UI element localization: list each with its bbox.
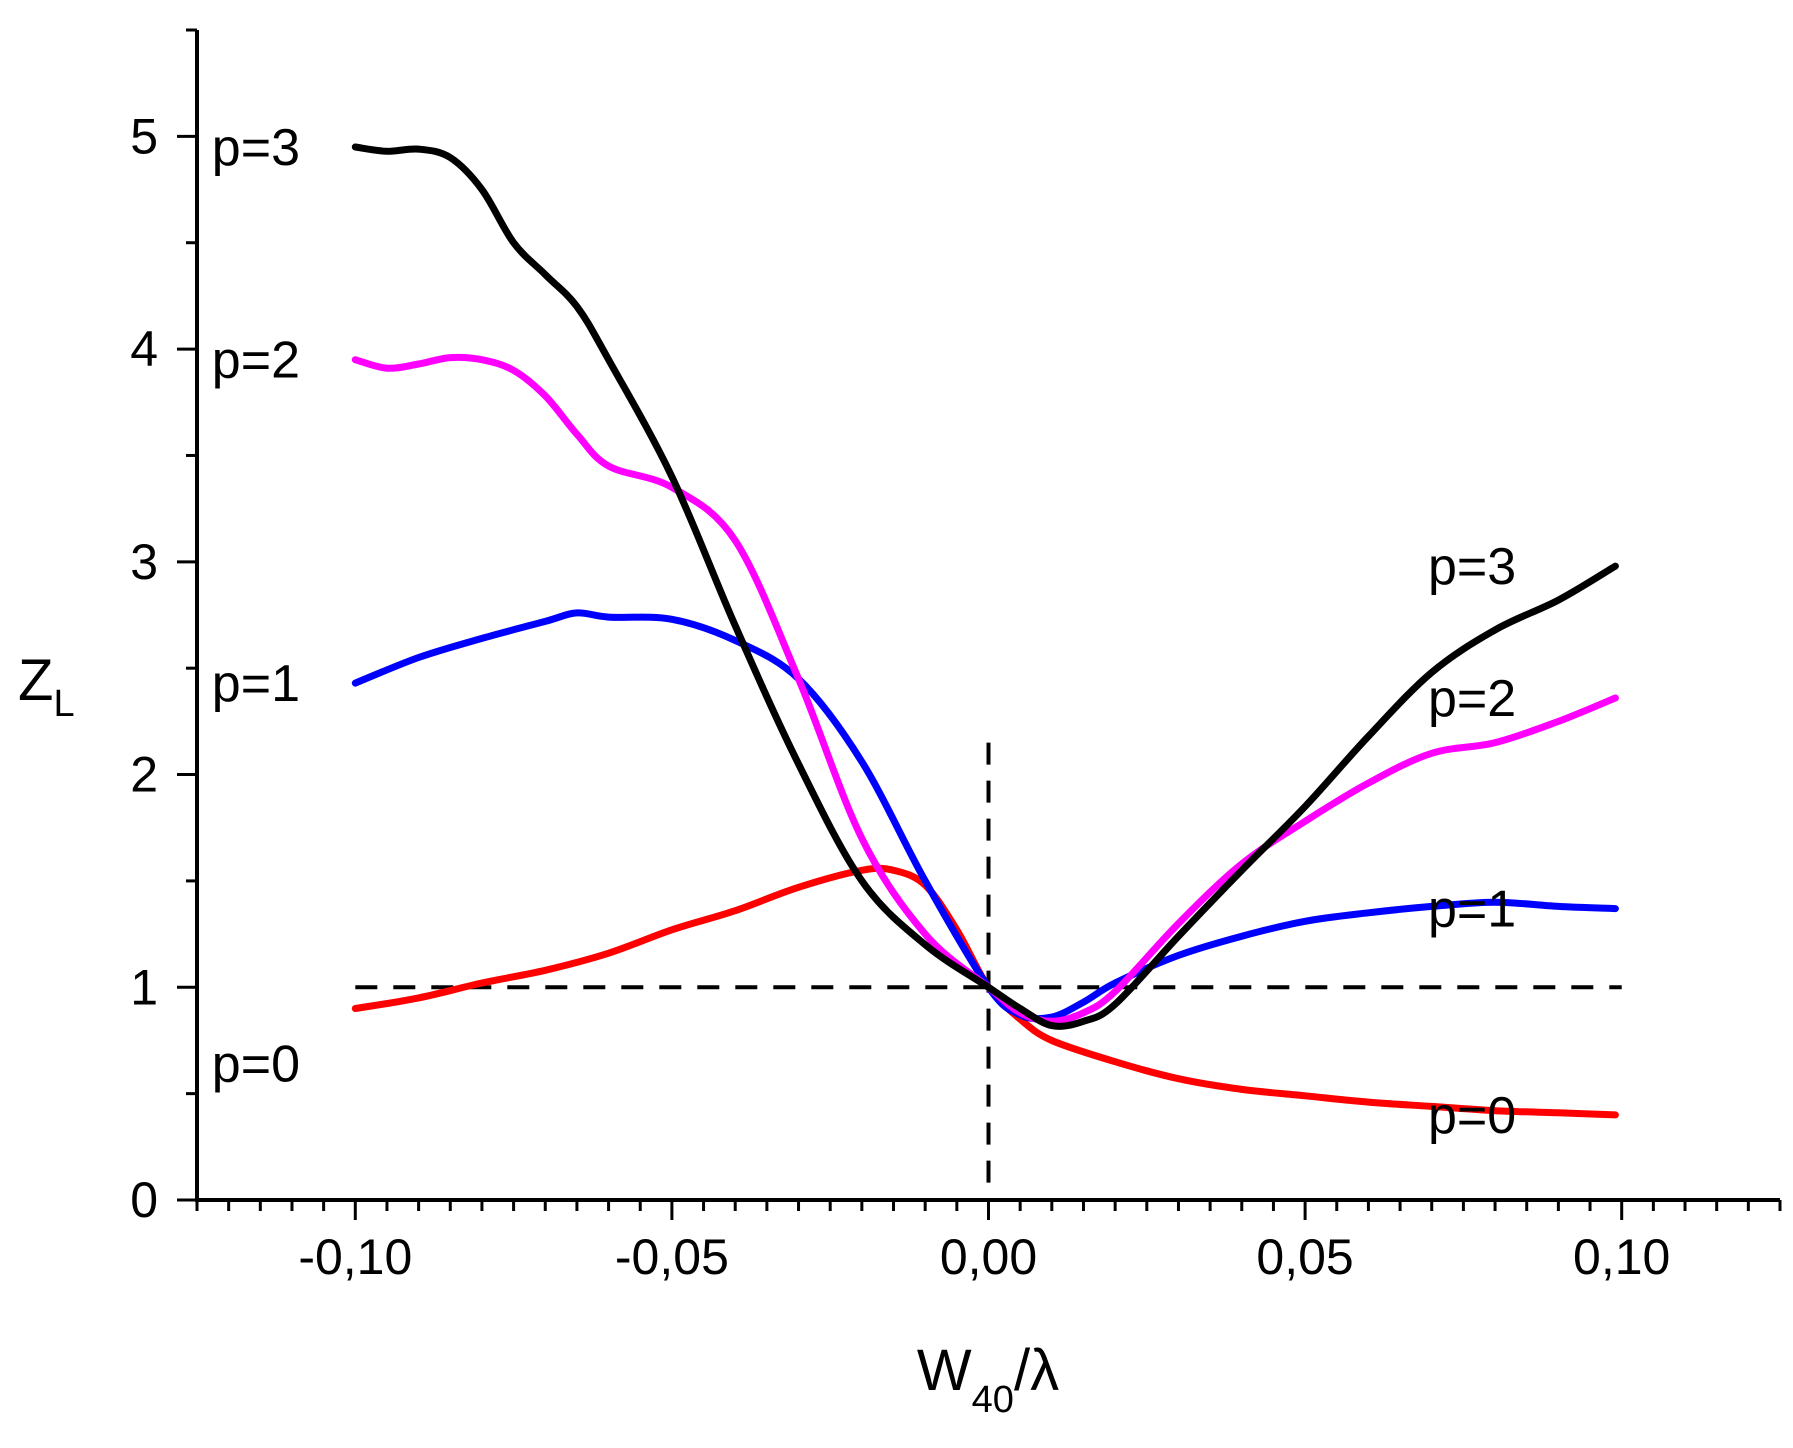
series-label-right-p1: p=1 — [1428, 881, 1516, 939]
y-tick-label: 3 — [130, 534, 158, 590]
x-tick-label: 0,05 — [1256, 1229, 1353, 1285]
x-tick-label: -0,10 — [298, 1229, 412, 1285]
axis-titles: W40/λ ZL — [18, 648, 1059, 1421]
reference-lines — [355, 742, 1622, 1200]
y-tick-label: 1 — [130, 959, 158, 1015]
series-labels: p=0 p=0 p=1 p=1 p=2 p=2 p=3 p=3 — [212, 119, 1516, 1145]
x-axis-title-main: W — [917, 1338, 972, 1403]
series-label-right-p2: p=2 — [1428, 670, 1516, 728]
x-tick-label: 0,10 — [1573, 1229, 1670, 1285]
series-line-p2 — [351, 353, 1619, 1025]
y-axis-title-subscript: L — [53, 683, 74, 725]
y-tick-label: 0 — [130, 1172, 158, 1228]
series-label-left-p3: p=3 — [212, 119, 300, 177]
x-axis-title-subscript: 40 — [972, 1379, 1014, 1421]
series-label-left-p0: p=0 — [212, 1036, 300, 1094]
series-label-left-p1: p=1 — [212, 655, 300, 713]
axes — [177, 28, 1782, 1220]
y-tick-label: 4 — [130, 321, 158, 377]
series-lines — [351, 143, 1619, 1119]
y-tick-label: 5 — [130, 108, 158, 164]
series-line-p3 — [351, 143, 1619, 1030]
x-axis-title-suffix: /λ — [1014, 1338, 1059, 1403]
series-label-right-p3: p=3 — [1428, 538, 1516, 596]
series-label-right-p0: p=0 — [1428, 1087, 1516, 1145]
y-tick-label: 2 — [130, 747, 158, 803]
x-axis-title: W40/λ — [917, 1338, 1059, 1421]
y-axis-title-main: Z — [18, 648, 53, 713]
y-axis-title: ZL — [18, 648, 75, 725]
x-tick-label: 0,00 — [940, 1229, 1037, 1285]
x-tick-label: -0,05 — [615, 1229, 729, 1285]
tick-labels: 0 1 2 3 4 5 -0,10 -0,05 0,00 0,05 0,10 — [130, 108, 1670, 1285]
series-label-left-p2: p=2 — [212, 332, 300, 390]
